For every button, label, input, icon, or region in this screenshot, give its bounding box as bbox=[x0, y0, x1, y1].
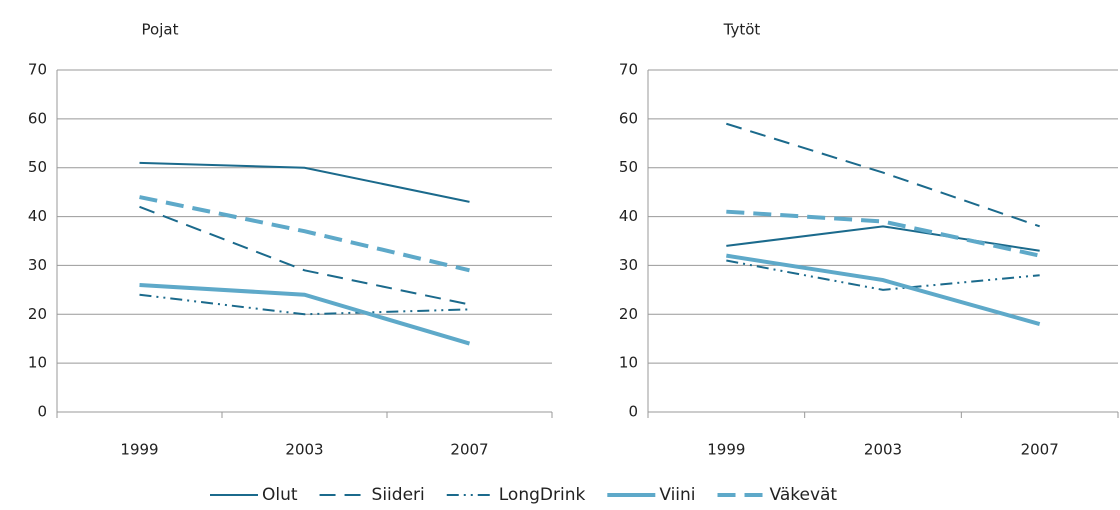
y-tick-label: 20 bbox=[28, 305, 47, 323]
x-tick-label: 2007 bbox=[1021, 441, 1059, 459]
legend-label: Viini bbox=[659, 485, 695, 505]
line-series bbox=[726, 225, 1040, 252]
chart-title: Pojat bbox=[142, 21, 179, 39]
y-tick-label: 50 bbox=[28, 158, 47, 176]
x-tick-label: 1999 bbox=[707, 441, 745, 459]
y-tick-label: 10 bbox=[619, 354, 638, 372]
line-series bbox=[139, 161, 470, 203]
y-tick-label: 30 bbox=[619, 256, 638, 274]
legend-label: Väkevät bbox=[770, 485, 838, 505]
y-tick-label: 0 bbox=[37, 403, 47, 421]
line-series bbox=[726, 259, 1040, 291]
x-tick-label: 2003 bbox=[285, 441, 323, 459]
legend-label: Siideri bbox=[372, 485, 425, 505]
line-series bbox=[139, 205, 470, 306]
y-tick-label: 50 bbox=[619, 158, 638, 176]
y-tick-label: 40 bbox=[28, 207, 47, 225]
x-tick-label: 2003 bbox=[864, 441, 902, 459]
line-series bbox=[726, 122, 1040, 228]
line-series bbox=[726, 209, 1041, 258]
line-series bbox=[139, 282, 471, 346]
line-series bbox=[726, 253, 1041, 326]
legend-label: LongDrink bbox=[499, 485, 586, 505]
line-series bbox=[139, 293, 470, 316]
y-tick-label: 60 bbox=[619, 109, 638, 127]
legend-label: Olut bbox=[262, 485, 298, 505]
x-tick-label: 2007 bbox=[450, 441, 488, 459]
y-tick-label: 10 bbox=[28, 354, 47, 372]
y-tick-label: 30 bbox=[28, 256, 47, 274]
line-series bbox=[139, 195, 470, 273]
y-tick-label: 70 bbox=[619, 61, 638, 79]
chart-title: Tytöt bbox=[723, 21, 761, 39]
y-tick-label: 70 bbox=[28, 61, 47, 79]
x-tick-label: 1999 bbox=[120, 441, 158, 459]
y-tick-label: 40 bbox=[619, 207, 638, 225]
y-tick-label: 60 bbox=[28, 109, 47, 127]
y-tick-label: 0 bbox=[628, 403, 638, 421]
y-tick-label: 20 bbox=[619, 305, 638, 323]
